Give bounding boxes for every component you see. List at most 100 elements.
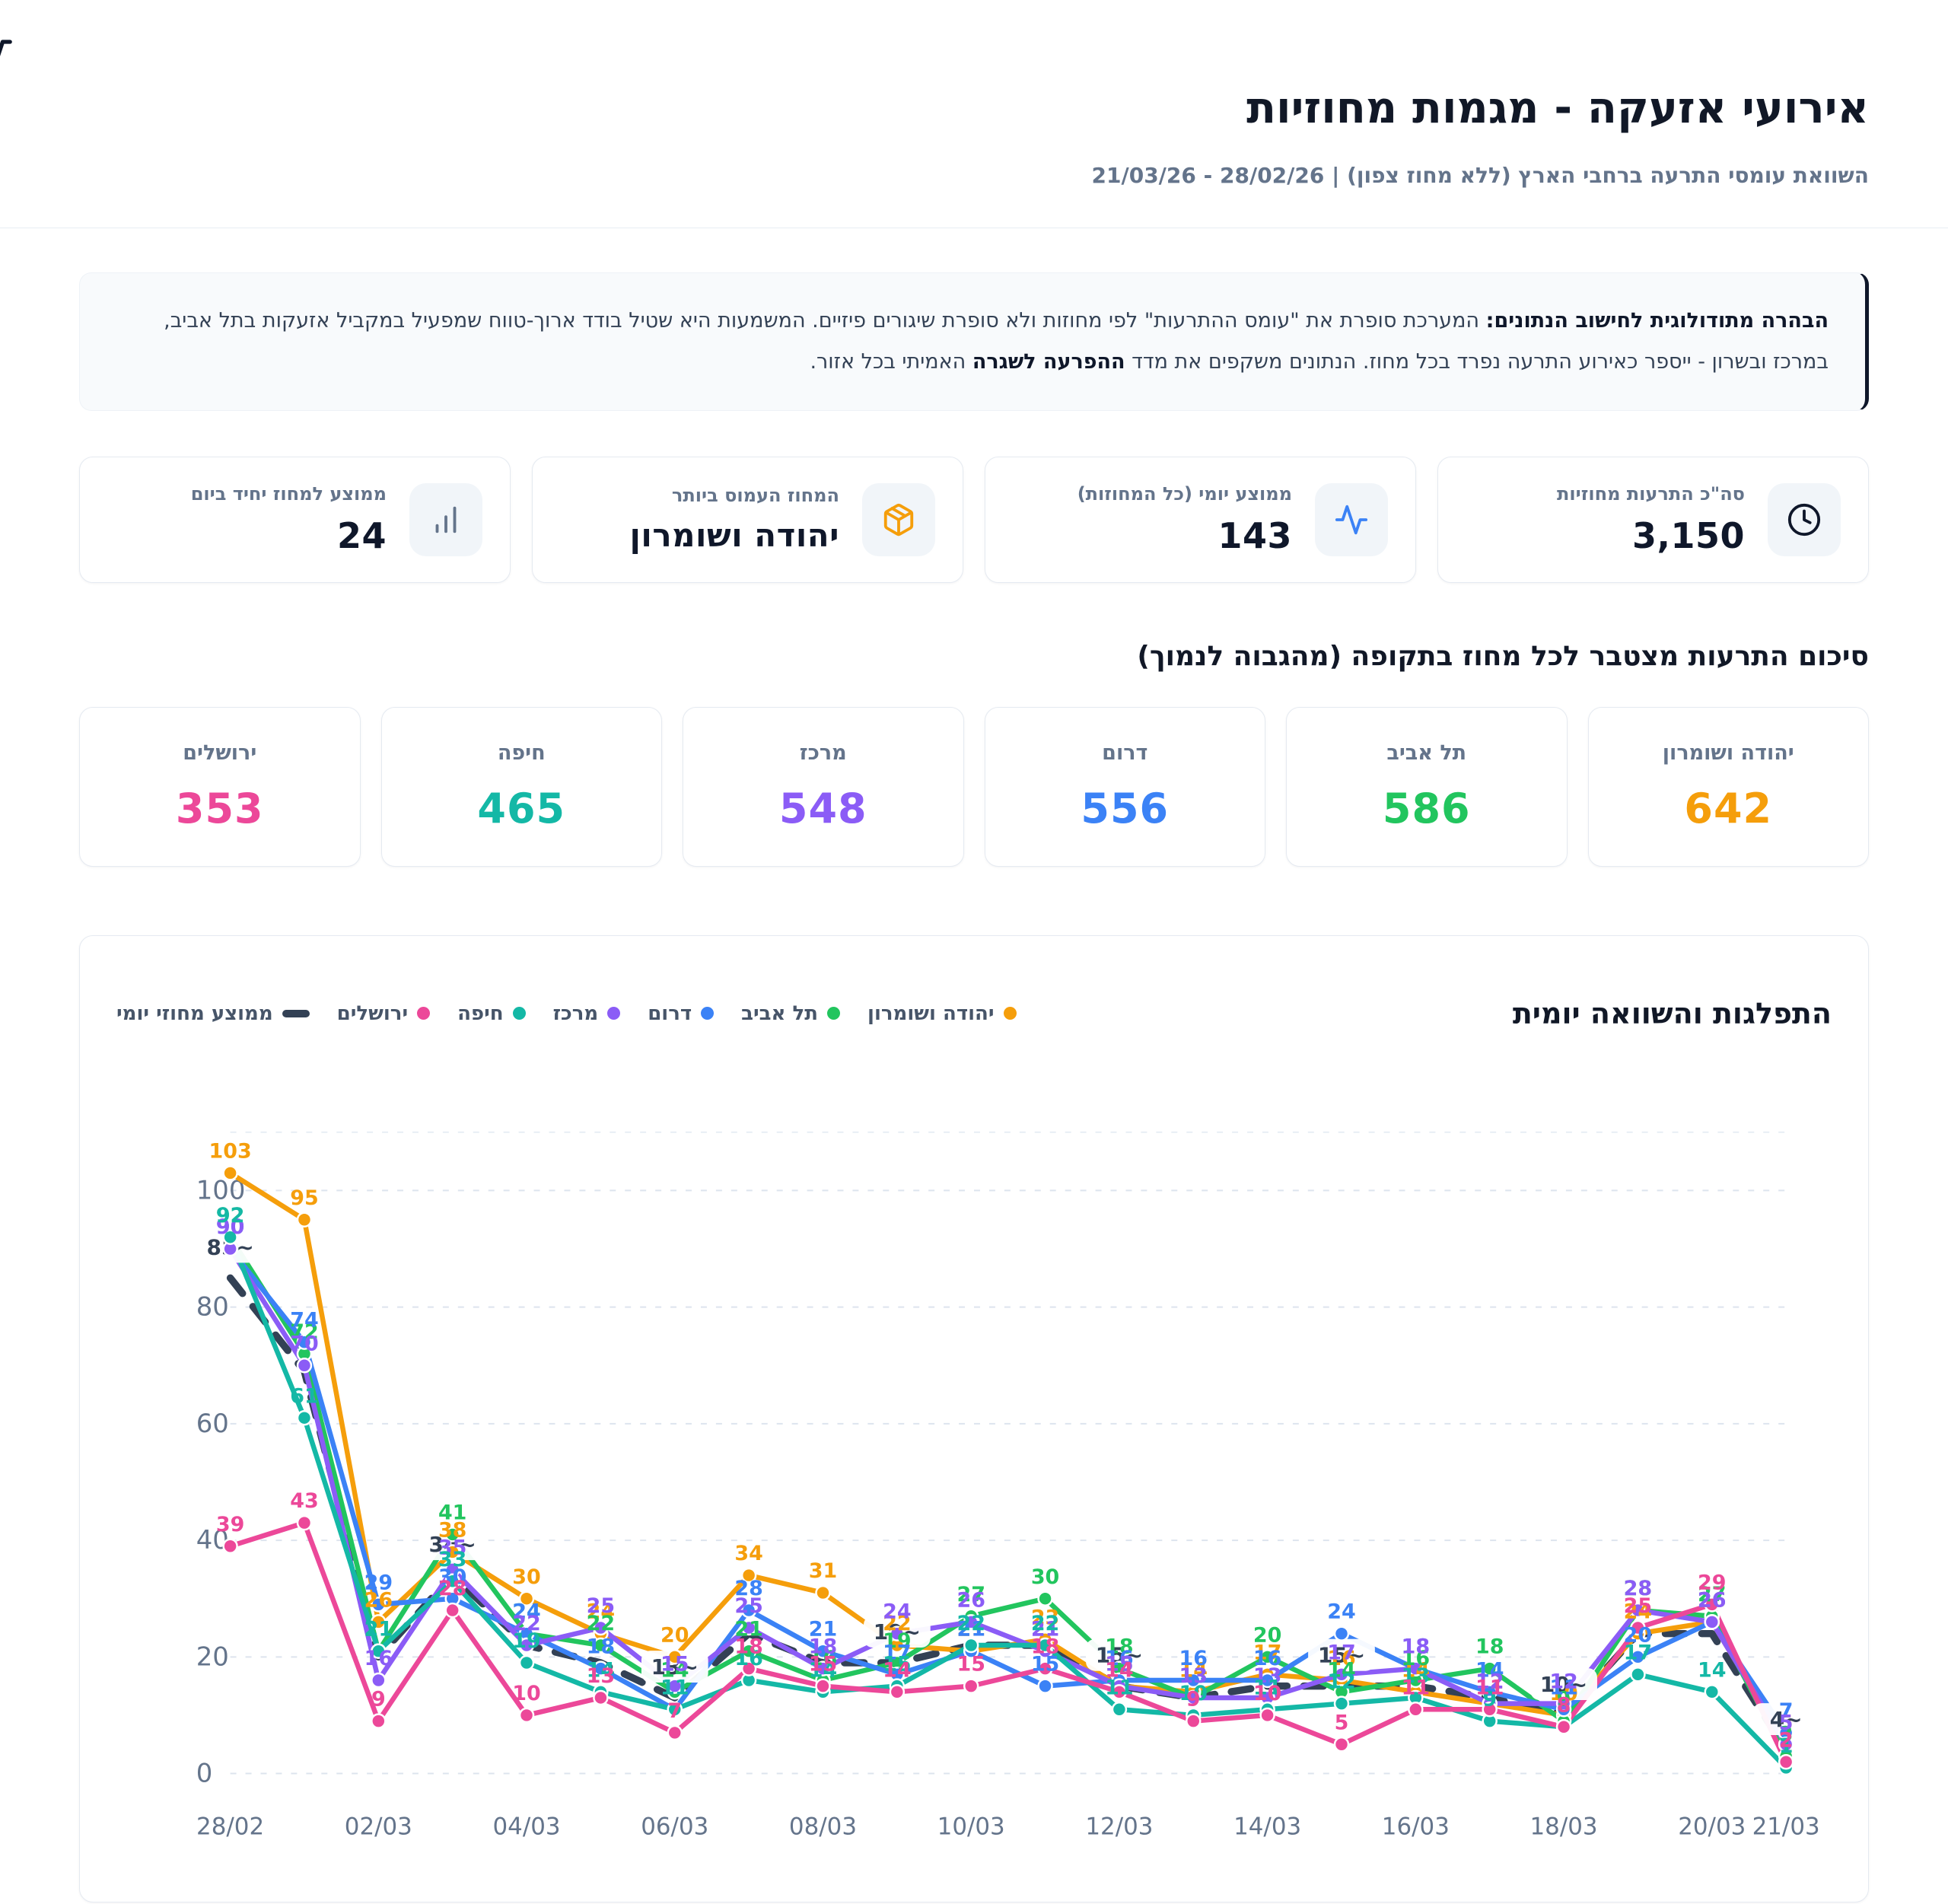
svg-text:18: 18 <box>1105 1635 1133 1659</box>
legend-label: חיפה <box>457 1001 504 1025</box>
svg-text:10: 10 <box>512 1682 540 1705</box>
svg-text:24: 24 <box>512 1600 540 1624</box>
svg-text:43: 43 <box>290 1489 318 1513</box>
region-card-1: יהודה ושומרון 642 <box>1587 706 1869 867</box>
region-card-2: תל אביב 586 <box>1286 706 1568 867</box>
svg-text:39: 39 <box>216 1513 244 1536</box>
svg-text:9: 9 <box>371 1688 386 1711</box>
svg-text:14: 14 <box>1475 1658 1504 1682</box>
svg-text:18/03: 18/03 <box>1530 1813 1598 1840</box>
svg-text:21: 21 <box>1031 1618 1059 1641</box>
legend-item: דרום <box>648 1001 715 1025</box>
svg-text:95: 95 <box>290 1186 318 1210</box>
svg-text:14: 14 <box>1105 1658 1133 1682</box>
svg-text:70: 70 <box>290 1332 318 1355</box>
page-header: אירועי אזעקה - מגמות מחוזיות השוואת עומס… <box>0 0 1948 188</box>
svg-text:24: 24 <box>1624 1600 1652 1624</box>
svg-text:25: 25 <box>587 1594 615 1618</box>
svg-text:10: 10 <box>1179 1682 1208 1705</box>
svg-text:7: 7 <box>1779 1699 1794 1723</box>
region-card-3: דרום 556 <box>984 706 1265 867</box>
svg-text:17: 17 <box>883 1641 911 1664</box>
svg-text:13: 13 <box>1253 1664 1281 1688</box>
stat-text: ממוצע יומי (כל המחוזות) 143 <box>1013 483 1292 556</box>
svg-text:31: 31 <box>809 1559 837 1583</box>
svg-text:11: 11 <box>1105 1676 1133 1699</box>
svg-text:12/03: 12/03 <box>1085 1813 1153 1840</box>
legend-dot-icon <box>701 1007 715 1020</box>
note-text: האמיתי בכל אזור. <box>810 349 972 374</box>
activity-icon <box>1315 482 1388 556</box>
legend-dash-icon <box>282 1009 310 1017</box>
stat-card-4: ממוצע למחוז יחיד ביום 24 <box>79 456 511 583</box>
stat-card-3: המחוז העמוס ביותר יהודה ושומרון <box>532 456 963 583</box>
svg-text:15: 15 <box>1031 1653 1059 1676</box>
svg-text:18: 18 <box>1402 1635 1430 1659</box>
svg-text:16: 16 <box>1179 1647 1208 1670</box>
svg-text:28: 28 <box>734 1577 762 1600</box>
svg-text:8: 8 <box>1557 1693 1571 1717</box>
region-value: 465 <box>477 784 566 833</box>
svg-text:16/03: 16/03 <box>1382 1813 1450 1840</box>
svg-text:80: 80 <box>196 1292 229 1322</box>
svg-text:0: 0 <box>196 1758 213 1788</box>
svg-text:29: 29 <box>364 1571 393 1594</box>
stat-text: המחוז העמוס ביותר יהודה ושומרון <box>560 485 839 554</box>
svg-text:12: 12 <box>1549 1670 1577 1694</box>
svg-text:30: 30 <box>438 1565 466 1589</box>
svg-text:5: 5 <box>1335 1711 1349 1734</box>
svg-text:34: 34 <box>734 1542 762 1565</box>
svg-text:10: 10 <box>1253 1682 1281 1705</box>
svg-text:26: 26 <box>1698 1588 1726 1612</box>
svg-text:24: 24 <box>1327 1600 1355 1624</box>
stat-text: ממוצע למחוז יחיד ביום 24 <box>107 483 387 556</box>
svg-text:21/03: 21/03 <box>1752 1813 1820 1840</box>
chart-title: התפלגות והשוואה יומית <box>1512 996 1832 1030</box>
region-value: 353 <box>175 784 264 833</box>
svg-text:12: 12 <box>1327 1670 1355 1694</box>
svg-text:2: 2 <box>1779 1728 1794 1752</box>
region-label: מרכז <box>799 740 847 765</box>
svg-text:61: 61 <box>290 1384 318 1408</box>
stat-label: המחוז העמוס ביותר <box>671 485 839 507</box>
svg-text:16: 16 <box>734 1647 762 1670</box>
svg-text:20: 20 <box>1624 1623 1652 1647</box>
svg-text:16: 16 <box>809 1647 837 1670</box>
svg-text:24: 24 <box>512 1600 540 1624</box>
svg-text:29: 29 <box>1698 1571 1726 1594</box>
svg-text:13: 13 <box>587 1664 615 1688</box>
svg-text:90: 90 <box>216 1215 244 1239</box>
legend-item: ירושלים <box>337 1002 431 1025</box>
svg-text:30: 30 <box>1031 1565 1059 1589</box>
svg-text:14: 14 <box>883 1658 911 1682</box>
region-card-5: חיפה 465 <box>380 706 662 867</box>
legend-dot-icon <box>512 1007 526 1020</box>
svg-text:15: 15 <box>1105 1653 1133 1676</box>
legend-dot-icon <box>607 1007 621 1020</box>
svg-text:19: 19 <box>512 1629 540 1653</box>
chart-header: התפלגות והשוואה יומית יהודה ושומרון תל אב… <box>116 968 1832 1059</box>
svg-text:25: 25 <box>734 1594 762 1618</box>
svg-text:41: 41 <box>438 1501 466 1524</box>
svg-text:20: 20 <box>196 1641 229 1671</box>
svg-text:21: 21 <box>364 1618 393 1641</box>
svg-text:14/03: 14/03 <box>1233 1813 1301 1840</box>
svg-text:26: 26 <box>1698 1588 1726 1612</box>
legend-label: ממוצע מחוזי יומי <box>116 1001 273 1025</box>
legend-label: דרום <box>648 1001 692 1025</box>
svg-text:9: 9 <box>1186 1688 1201 1711</box>
svg-text:12: 12 <box>1475 1670 1504 1694</box>
svg-text:25: 25 <box>1624 1594 1652 1618</box>
svg-text:35: 35 <box>438 1536 466 1559</box>
svg-text:16: 16 <box>1253 1647 1281 1670</box>
package-icon <box>862 482 935 556</box>
svg-text:28: 28 <box>438 1577 466 1600</box>
svg-text:92: 92 <box>216 1204 244 1227</box>
regions-row: יהודה ושומרון 642 תל אביב 586 דרום 556 מרכז 548… <box>79 706 1869 867</box>
methodology-note: הבהרה מתודולוגית לחישוב הנתונים: המערכת … <box>79 272 1869 411</box>
svg-text:22: 22 <box>956 1612 985 1635</box>
svg-text:15: 15 <box>883 1653 911 1676</box>
chart-card: התפלגות והשוואה יומית יהודה ושומרון תל אב… <box>79 934 1869 1903</box>
region-value: 586 <box>1382 784 1471 833</box>
region-value: 556 <box>1081 784 1170 833</box>
